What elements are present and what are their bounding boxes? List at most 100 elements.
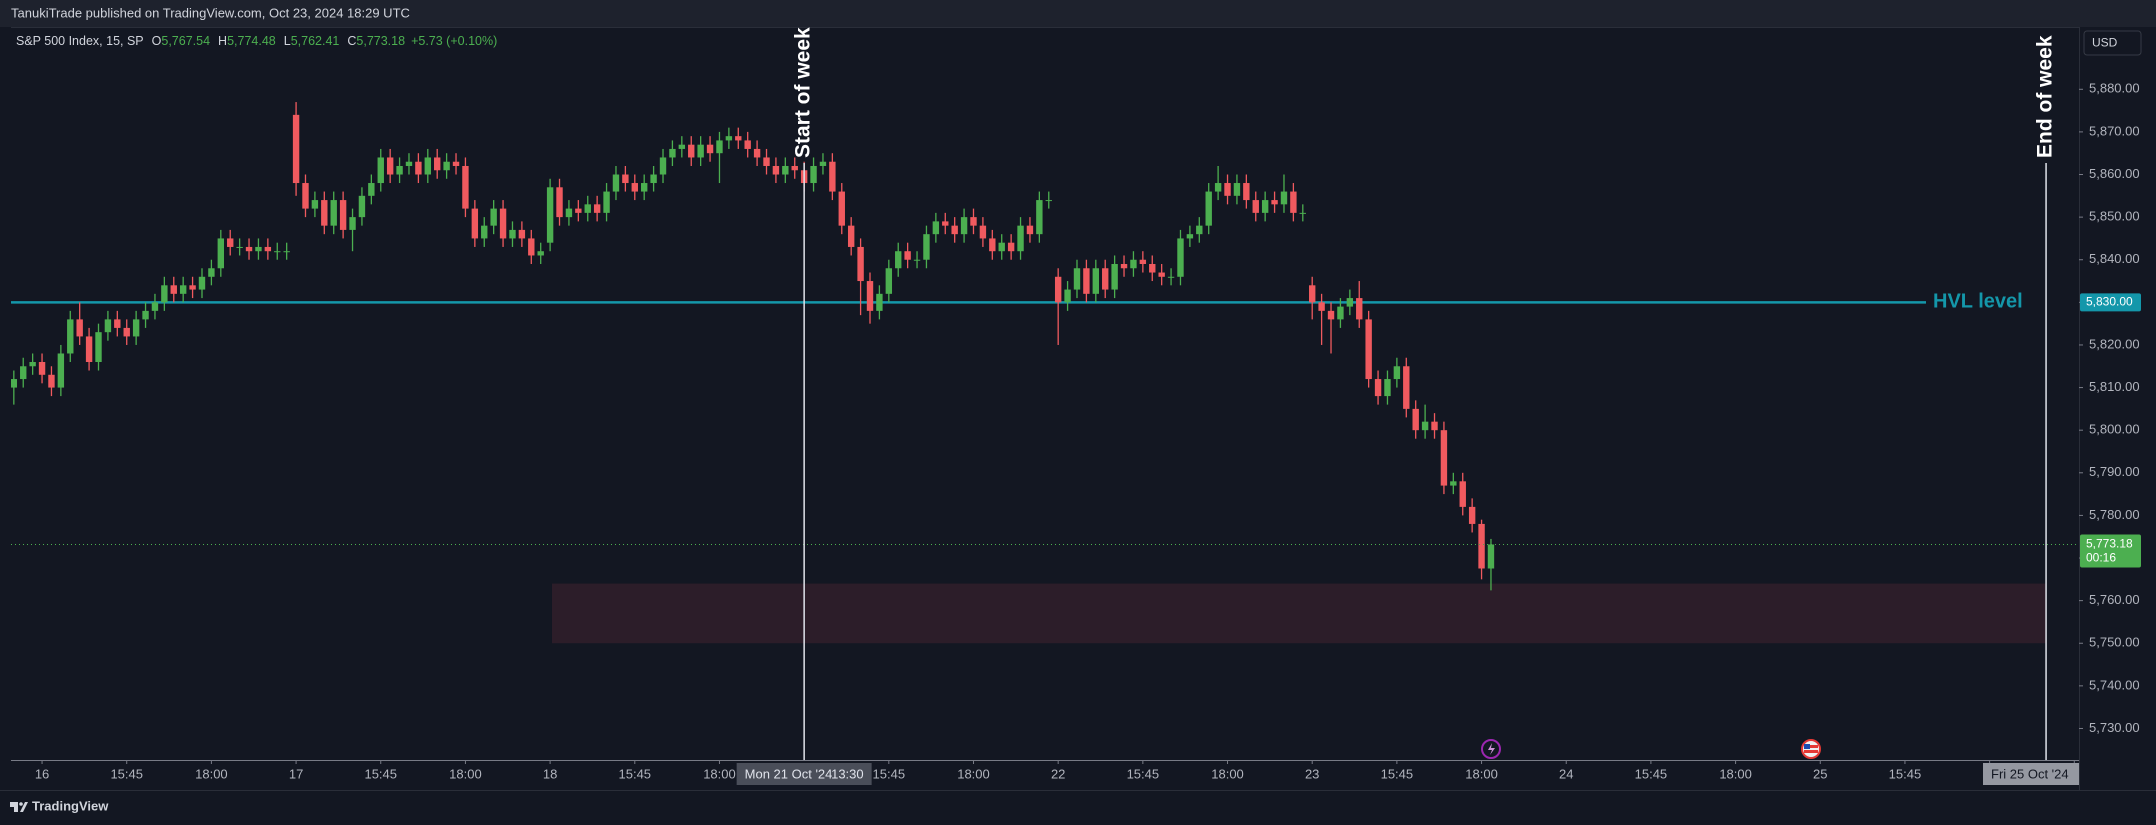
candle-body: [876, 293, 883, 311]
candle-body: [114, 319, 121, 328]
candle-body: [1468, 506, 1476, 524]
candle-body: [57, 353, 65, 388]
candle-body: [1478, 523, 1485, 569]
candle-body: [198, 276, 206, 290]
candle-body: [1214, 183, 1222, 192]
logo-part: [14, 802, 18, 812]
candle-body: [217, 238, 225, 269]
candle-body: [1318, 302, 1325, 311]
candle-body: [923, 234, 930, 260]
candle-body: [1158, 272, 1165, 277]
candle-body: [1167, 276, 1175, 278]
candle-body: [989, 238, 996, 252]
candle-body: [1403, 366, 1410, 409]
currency-box[interactable]: [2083, 30, 2142, 56]
candle-body: [509, 229, 516, 239]
candle-body: [556, 187, 563, 218]
candle-body: [528, 238, 535, 256]
plot: [11, 102, 2079, 760]
candle-body: [481, 225, 488, 239]
candle-body: [725, 136, 733, 141]
candle-body: [1487, 544, 1495, 569]
candle-body: [1083, 268, 1090, 294]
x-tick-label: 18: [543, 766, 557, 781]
legend-symbol: S&P 500 Index, 15, SP: [16, 34, 144, 48]
candle-body: [67, 319, 74, 354]
x-tick-label: 15:45: [1635, 766, 1668, 781]
last-price-tag: [2080, 534, 2141, 568]
candle-body: [424, 157, 431, 175]
candle-body: [1356, 298, 1363, 320]
x-tick-label: 24: [1559, 766, 1573, 781]
candle-body: [829, 161, 836, 192]
footer-brand: TradingView: [32, 798, 109, 813]
crosshair-date-box: [736, 763, 872, 785]
y-tick-label: 5,800.00: [2089, 422, 2140, 437]
candle-body: [29, 362, 36, 367]
candle-body: [1186, 234, 1194, 239]
candle-body: [716, 140, 723, 154]
candle-body: [518, 229, 526, 239]
countdown: 00:16: [2086, 551, 2116, 565]
candle-body: [866, 281, 874, 311]
candle-body: [1073, 268, 1081, 290]
candle-body: [1384, 379, 1391, 397]
candle-body: [951, 225, 958, 235]
y-tick-label: 5,850.00: [2089, 209, 2140, 224]
candle-body: [283, 251, 290, 253]
x-tick-label: 15:45: [364, 766, 397, 781]
candle-body: [1346, 298, 1354, 307]
candle-body: [753, 148, 761, 158]
x-tick-label: 25: [1813, 766, 1827, 781]
candle-body: [292, 114, 300, 184]
x-tick-label: 18:00: [703, 766, 736, 781]
candle-body: [706, 144, 714, 154]
candle-body: [349, 217, 356, 230]
candle-body: [1243, 183, 1250, 201]
candle-body: [1007, 242, 1015, 252]
x-tick-label: 17: [289, 766, 303, 781]
candle-body: [1290, 191, 1297, 213]
candle-body: [368, 183, 375, 196]
candle-body: [151, 302, 159, 311]
candle-body: [386, 157, 394, 175]
legend-value: 5,762.41: [291, 34, 340, 48]
candle-body: [302, 183, 309, 209]
candle-body: [76, 319, 83, 337]
candle-body: [358, 195, 366, 218]
candle-body: [688, 144, 695, 158]
candle-body: [970, 217, 977, 226]
candle-body: [179, 285, 187, 294]
candle-body: [593, 204, 601, 213]
event-icon-glyph: [1488, 743, 1495, 755]
crosshair-time: 13:30: [831, 766, 864, 781]
event-icons[interactable]: [1481, 739, 1821, 759]
candle-body: [1205, 191, 1212, 226]
candle-body: [612, 174, 620, 192]
legend-key: C: [347, 34, 356, 48]
candle-body: [631, 183, 638, 192]
x-tick-label: 16: [35, 766, 49, 781]
candle-body: [396, 165, 403, 175]
candle-body: [274, 251, 281, 253]
currency[interactable]: USD: [2092, 36, 2118, 50]
candle-body: [1036, 200, 1043, 235]
candle-body: [95, 332, 102, 363]
candle-body: [904, 251, 911, 260]
candle-body: [499, 208, 507, 239]
candle-body: [1120, 263, 1128, 269]
x-tick-label: 23: [1305, 766, 1319, 781]
candle-body: [1111, 263, 1118, 290]
candle-body: [650, 174, 657, 184]
legend-key: O: [152, 34, 162, 48]
candle-body: [330, 200, 337, 226]
y-tick-label: 5,790.00: [2089, 464, 2140, 479]
candle-body: [1224, 183, 1231, 196]
y-tick-label: 5,860.00: [2089, 166, 2140, 181]
candle-body: [452, 161, 460, 166]
candle-body: [123, 327, 130, 337]
candle-body: [1271, 200, 1278, 205]
x-tick-label: 18:00: [195, 766, 228, 781]
candle-body: [11, 379, 18, 388]
